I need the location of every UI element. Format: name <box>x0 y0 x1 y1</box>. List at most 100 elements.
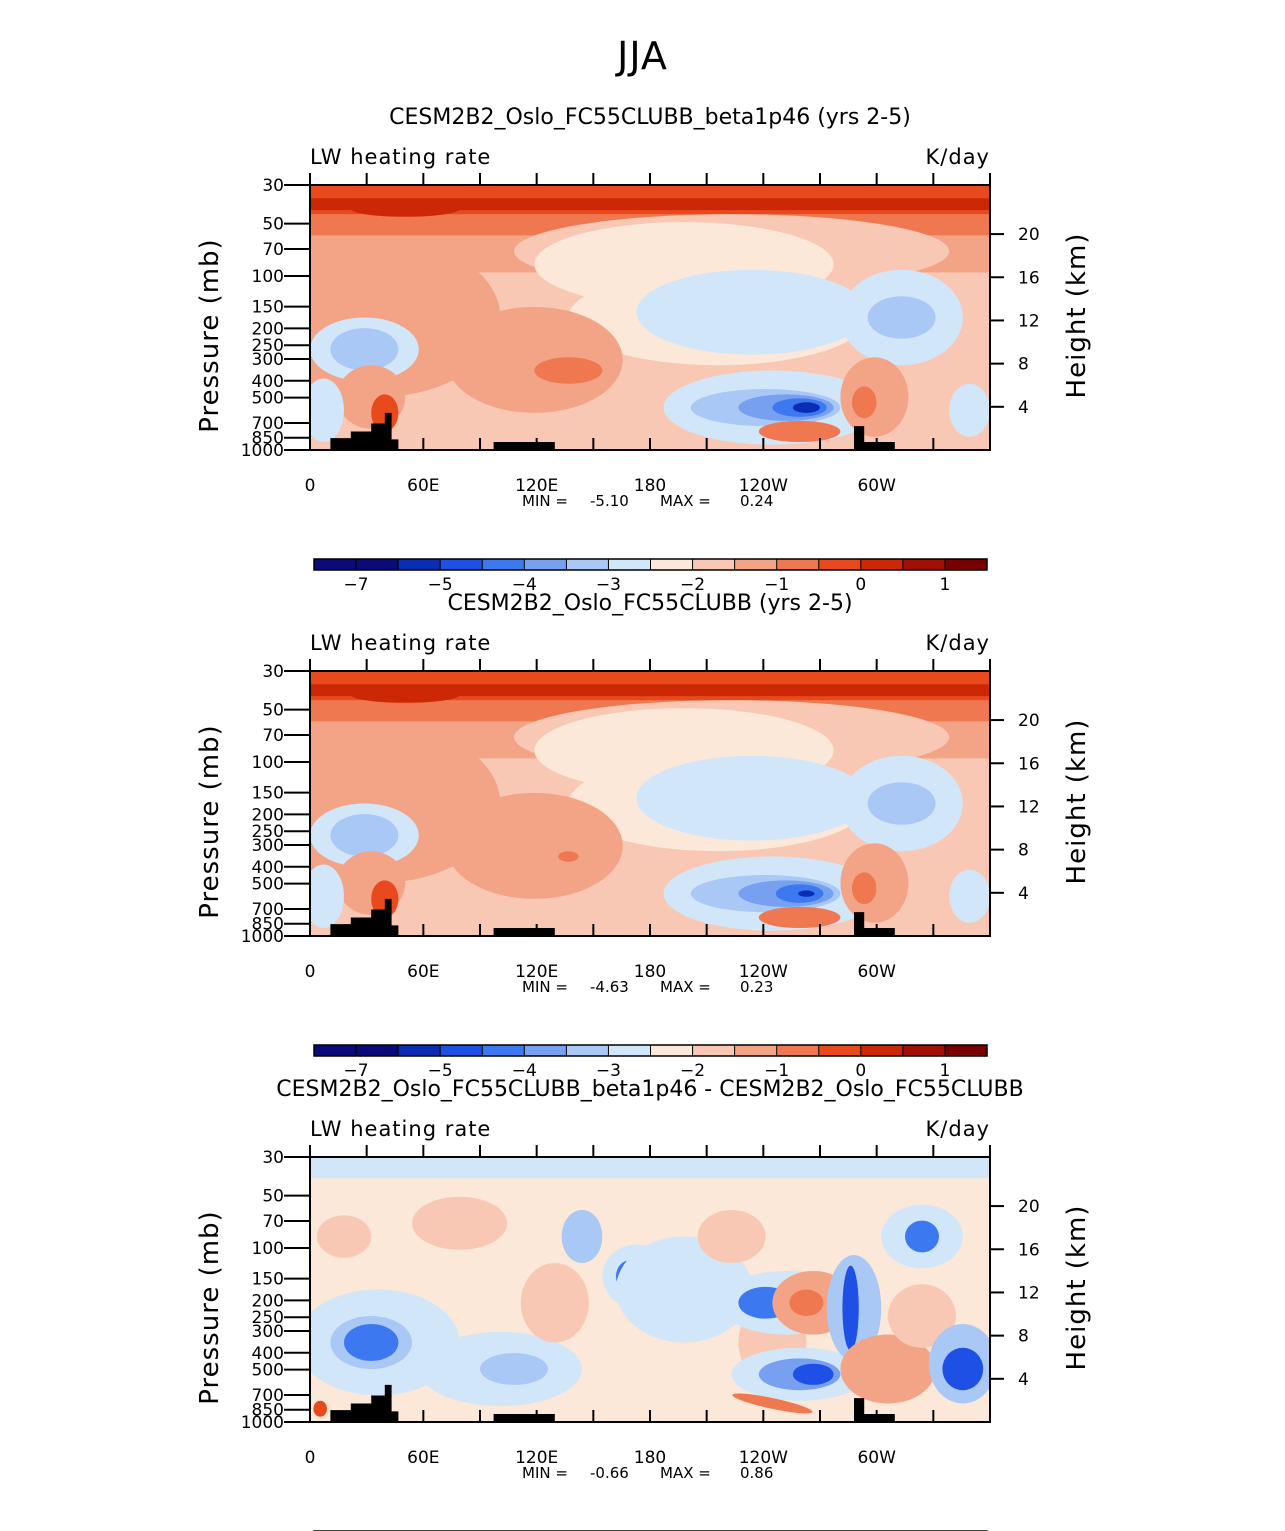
colorbar-swatch <box>650 559 694 570</box>
field-contour <box>480 1353 548 1385</box>
field-band <box>310 198 990 211</box>
panel-title: CESM2B2_Oslo_FC55CLUBB (yrs 2-5) <box>447 591 852 616</box>
colorbar-label: −4 <box>512 1061 537 1081</box>
field-contour <box>330 328 399 371</box>
pressure-tick-label: 1000 <box>241 441 284 461</box>
terrain-mask <box>854 1398 895 1422</box>
colorbar-swatch <box>650 1045 694 1056</box>
field-contour <box>798 890 815 897</box>
field-contour <box>789 1289 824 1316</box>
pressure-tick-label: 700 <box>252 900 284 920</box>
field-contour <box>534 357 603 384</box>
x-tick-label: 180 <box>634 962 666 982</box>
field-contour <box>697 1210 766 1263</box>
x-tick-label: 60E <box>407 476 439 496</box>
colorbar-label: −5 <box>428 1061 453 1081</box>
min-value: -4.63 <box>590 978 629 996</box>
colorbar-swatch <box>608 559 651 570</box>
variable-label: LW heating rate <box>310 1117 491 1141</box>
field-contour <box>558 851 579 862</box>
y2-axis-label: Height (km) <box>1062 1205 1092 1371</box>
y-axis-label: Pressure (mb) <box>195 1210 225 1404</box>
min-label: MIN = <box>522 978 568 996</box>
colorbar-swatch <box>314 1045 357 1056</box>
min-value: -5.10 <box>590 492 629 510</box>
height-tick-label: 8 <box>1018 841 1029 861</box>
units-label: K/day <box>926 145 990 169</box>
field-contour <box>949 869 990 923</box>
colorbar-swatch <box>482 559 525 570</box>
x-tick-label: 60E <box>407 962 439 982</box>
terrain-mask <box>854 426 895 450</box>
height-tick-label: 20 <box>1018 711 1040 731</box>
field-contour <box>636 269 868 355</box>
colorbar-swatch <box>482 1045 525 1056</box>
chart-panel-3: CESM2B2_Oslo_FC55CLUBB_beta1p46 - CESM2B… <box>195 1077 1092 1531</box>
colorbar-swatch <box>566 1045 609 1056</box>
max-value: 0.23 <box>740 978 773 996</box>
field-contour <box>840 1334 936 1404</box>
height-tick-label: 20 <box>1018 1197 1040 1217</box>
pressure-tick-label: 400 <box>252 372 284 392</box>
terrain-mask <box>330 898 399 936</box>
x-tick-label: 60W <box>857 1448 896 1468</box>
field-contour <box>520 1263 589 1343</box>
x-tick-label: 120W <box>739 476 788 496</box>
pressure-tick-label: 70 <box>262 240 284 260</box>
colorbar-label: −2 <box>680 1061 705 1081</box>
colorbar-label: −1 <box>764 575 789 595</box>
x-tick-label: 180 <box>634 476 666 496</box>
field-contour <box>310 864 344 929</box>
chart-panel-1: CESM2B2_Oslo_FC55CLUBB_beta1p46 (yrs 2-5… <box>195 105 1092 595</box>
pressure-tick-label: 30 <box>262 176 284 196</box>
colorbar-swatch <box>524 1045 567 1056</box>
pressure-tick-label: 250 <box>252 1308 284 1328</box>
field-contour <box>350 686 460 703</box>
pressure-tick-label: 500 <box>252 875 284 895</box>
min-label: MIN = <box>522 1464 568 1482</box>
colorbar-label: 0 <box>855 1061 866 1081</box>
x-tick-label: 60W <box>857 962 896 982</box>
height-tick-label: 4 <box>1018 398 1029 418</box>
height-tick-label: 16 <box>1018 754 1040 774</box>
field-contour <box>792 402 821 413</box>
colorbar-label: −4 <box>512 575 537 595</box>
y-axis-label: Pressure (mb) <box>195 238 225 432</box>
colorbar-label: −7 <box>344 575 369 595</box>
colorbar-swatch <box>776 559 820 570</box>
min-label: MIN = <box>522 492 568 510</box>
terrain-mask <box>330 412 399 450</box>
field-contour <box>446 306 623 413</box>
main-title: JJA <box>617 34 668 78</box>
x-tick-label: 120E <box>515 1448 558 1468</box>
variable-label: LW heating rate <box>310 145 491 169</box>
field-contour <box>616 1236 752 1343</box>
height-tick-label: 16 <box>1018 1240 1040 1260</box>
pressure-tick-label: 70 <box>262 1212 284 1232</box>
field-contour <box>851 386 877 419</box>
colorbar-swatch <box>356 1045 399 1056</box>
pressure-tick-label: 150 <box>252 1270 284 1290</box>
pressure-tick-label: 500 <box>252 389 284 409</box>
pressure-tick-label: 700 <box>252 414 284 434</box>
colorbar-swatch <box>314 559 357 570</box>
field-contour <box>330 814 399 857</box>
colorbar-swatch <box>440 1045 483 1056</box>
pressure-tick-label: 1000 <box>241 1413 284 1433</box>
colorbar-label: −3 <box>596 575 621 595</box>
height-tick-label: 20 <box>1018 225 1040 245</box>
units-label: K/day <box>926 631 990 655</box>
colorbar-swatch <box>860 1045 904 1056</box>
panel-title: CESM2B2_Oslo_FC55CLUBB_beta1p46 (yrs 2-5… <box>389 105 911 130</box>
x-tick-label: 0 <box>305 1448 316 1468</box>
height-tick-label: 12 <box>1018 1283 1040 1303</box>
x-tick-label: 120W <box>739 962 788 982</box>
height-tick-label: 8 <box>1018 355 1029 375</box>
field-contour <box>867 782 936 825</box>
height-tick-label: 4 <box>1018 884 1029 904</box>
colorbar-swatch <box>398 559 441 570</box>
colorbar-label: −3 <box>596 1061 621 1081</box>
terrain-mask <box>493 442 555 450</box>
field-contour <box>561 1210 603 1263</box>
